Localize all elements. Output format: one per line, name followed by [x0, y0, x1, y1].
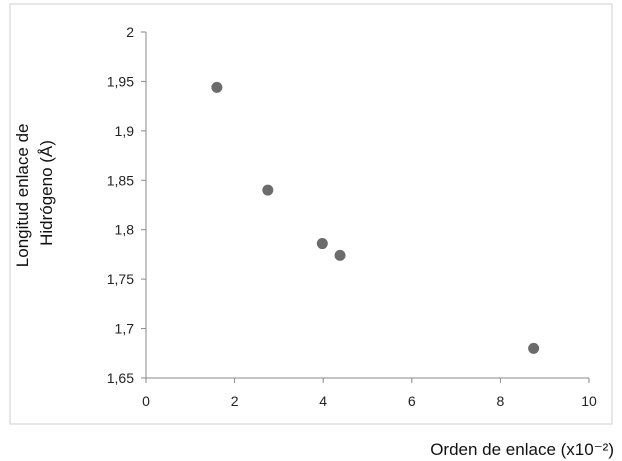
- data-point: [211, 81, 223, 93]
- x-axis: 0 2 4 6 8 10: [142, 377, 597, 409]
- y-tick-label: 1,65: [107, 370, 134, 386]
- data-points: [211, 81, 540, 354]
- data-point: [316, 238, 328, 250]
- y-axis-title-line-1: Longitud enlace de: [13, 124, 32, 268]
- y-tick-label: 1,75: [107, 271, 134, 287]
- y-axis-title-line-2: Hidrógeno (Å): [37, 140, 56, 246]
- x-axis-title: Orden de enlace (x10⁻²): [430, 440, 614, 459]
- x-tick-label: 6: [408, 393, 416, 409]
- y-tick-label: 1,95: [107, 73, 134, 89]
- x-tick-label: 10: [581, 393, 597, 409]
- x-tick-label: 0: [142, 393, 150, 409]
- data-point: [528, 342, 540, 354]
- chart-border: [9, 3, 613, 425]
- y-tick-label: 2: [126, 24, 134, 40]
- x-tick-label: 2: [231, 393, 239, 409]
- y-axis-title: Longitud enlace de Hidrógeno (Å): [13, 119, 56, 267]
- y-tick-label: 1,9: [115, 123, 135, 139]
- y-axis: 1,65 1,7 1,75 1,8 1,85 1,9 1,95 2: [107, 24, 147, 386]
- y-tick-label: 1,8: [115, 222, 135, 238]
- y-tick-label: 1,85: [107, 172, 134, 188]
- x-tick-label: 8: [497, 393, 505, 409]
- data-point: [262, 184, 274, 196]
- x-tick-label: 4: [319, 393, 327, 409]
- plot-frame: [9, 3, 613, 425]
- y-tick-label: 1,7: [115, 321, 135, 337]
- data-point: [334, 249, 346, 261]
